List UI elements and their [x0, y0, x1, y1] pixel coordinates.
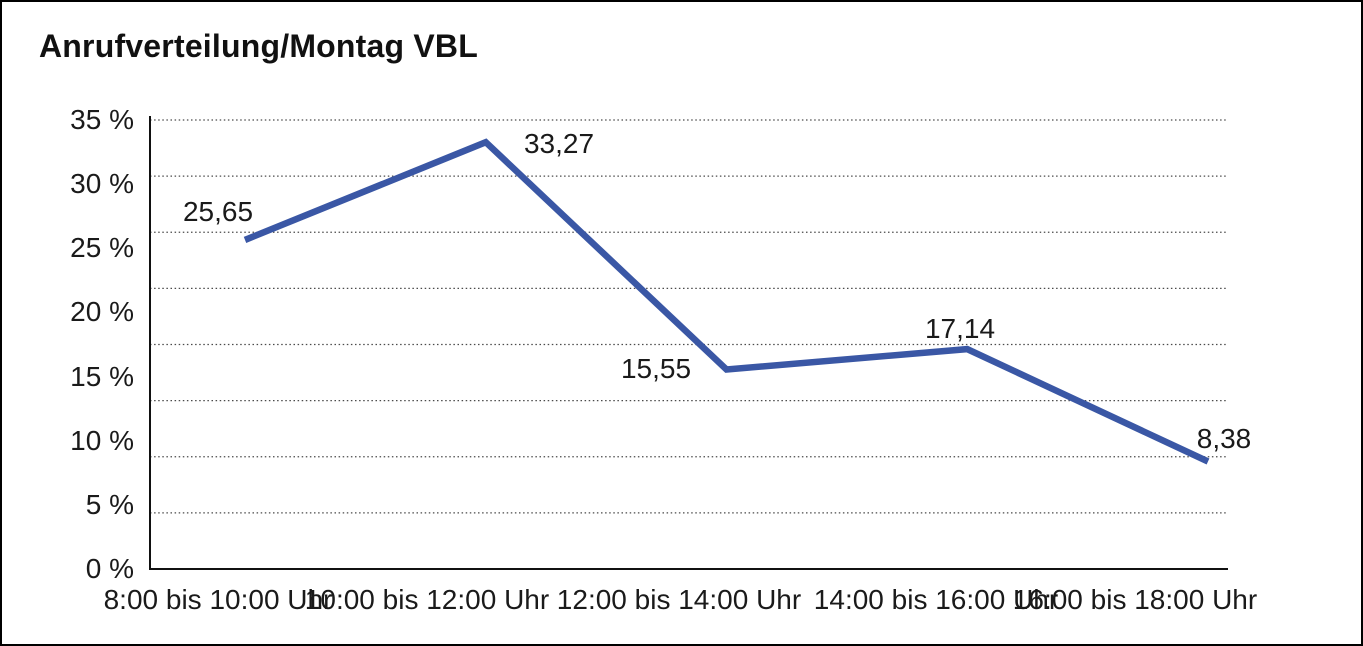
data-label: 33,27	[523, 128, 595, 159]
data-series-line	[243, 138, 1210, 465]
y-tick-label: 0 %	[85, 553, 134, 584]
data-label: 15,55	[620, 353, 692, 384]
data-label: 17,14	[924, 313, 996, 344]
x-axis-label: 12:00 bis 14:00 Uhr	[556, 584, 802, 615]
x-axis-label: 16:00 bis 18:00 Uhr	[1012, 584, 1258, 615]
y-tick-label: 30 %	[70, 168, 134, 200]
y-tick-label: 20 %	[70, 296, 134, 328]
x-axis-label: 14:00 bis 16:00 Uhr	[813, 584, 1059, 615]
y-tick-label: 10 %	[70, 424, 134, 456]
x-axis-label: 10:00 bis 12:00 Uhr	[304, 584, 550, 615]
y-tick-label: 25 %	[70, 232, 134, 264]
y-tick-label: 15 %	[70, 360, 134, 392]
y-tick-label: 35 %	[70, 104, 134, 135]
chart-title: Anrufverteilung/Montag VBL	[39, 28, 478, 64]
data-label: 25,65	[182, 196, 254, 227]
y-tick-label: 5 %	[85, 488, 134, 520]
data-label: 8,38	[1196, 423, 1252, 454]
x-axis-label: 8:00 bis 10:00 Uhr	[103, 584, 333, 615]
